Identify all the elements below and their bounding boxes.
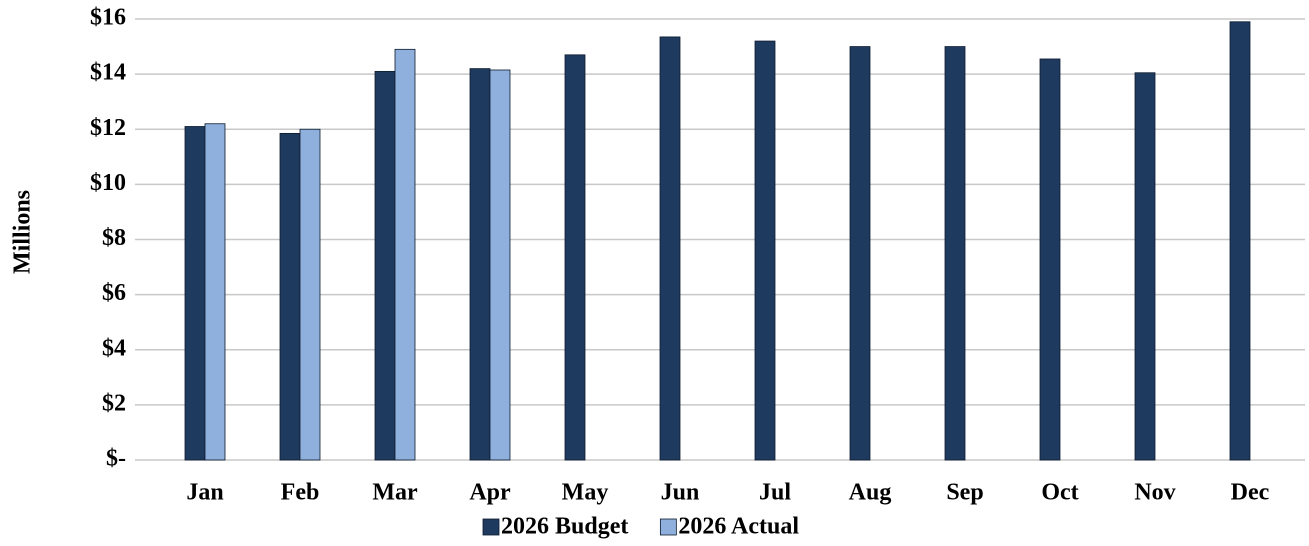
bar	[659, 36, 681, 461]
x-tick-label: Dec	[1231, 480, 1270, 506]
x-tick-label: Sep	[946, 480, 983, 506]
bar	[944, 46, 966, 461]
y-tick-label: $14	[90, 60, 126, 86]
bar	[489, 69, 511, 461]
x-tick-label: Mar	[372, 480, 418, 506]
x-tick-label: Apr	[469, 480, 511, 506]
bar	[374, 70, 396, 461]
bar	[1229, 21, 1251, 461]
x-tick-label: Aug	[849, 480, 892, 506]
bar	[754, 40, 776, 461]
x-tick-label: Jun	[661, 480, 700, 506]
x-tick-label: Feb	[281, 480, 320, 506]
y-tick-label: $10	[90, 170, 126, 196]
y-tick-label: $16	[90, 5, 126, 31]
y-tick-label: $12	[90, 115, 126, 141]
bar	[849, 46, 871, 461]
legend-label: 2026 Actual	[678, 514, 799, 540]
bar	[279, 132, 301, 461]
bar	[1039, 58, 1061, 461]
bar	[469, 68, 491, 461]
y-tick-label: $-	[106, 446, 126, 472]
legend-label: 2026 Budget	[501, 514, 628, 540]
bar	[204, 123, 226, 461]
y-axis-label: Millions	[10, 190, 36, 274]
bar	[299, 128, 321, 461]
x-tick-label: Nov	[1134, 480, 1175, 506]
y-tick-label: $4	[102, 335, 126, 361]
x-tick-label: Oct	[1041, 480, 1078, 506]
bar	[564, 54, 586, 461]
legend-swatch	[482, 518, 500, 536]
x-tick-label: May	[562, 480, 609, 506]
bar	[394, 48, 416, 461]
y-tick-label: $2	[102, 390, 126, 416]
y-tick-label: $8	[102, 225, 126, 251]
bar	[184, 126, 206, 461]
x-tick-label: Jul	[759, 480, 791, 506]
bar	[1134, 72, 1156, 461]
x-tick-label: Jan	[186, 480, 223, 506]
y-tick-label: $6	[102, 280, 126, 306]
legend-swatch	[659, 518, 677, 536]
